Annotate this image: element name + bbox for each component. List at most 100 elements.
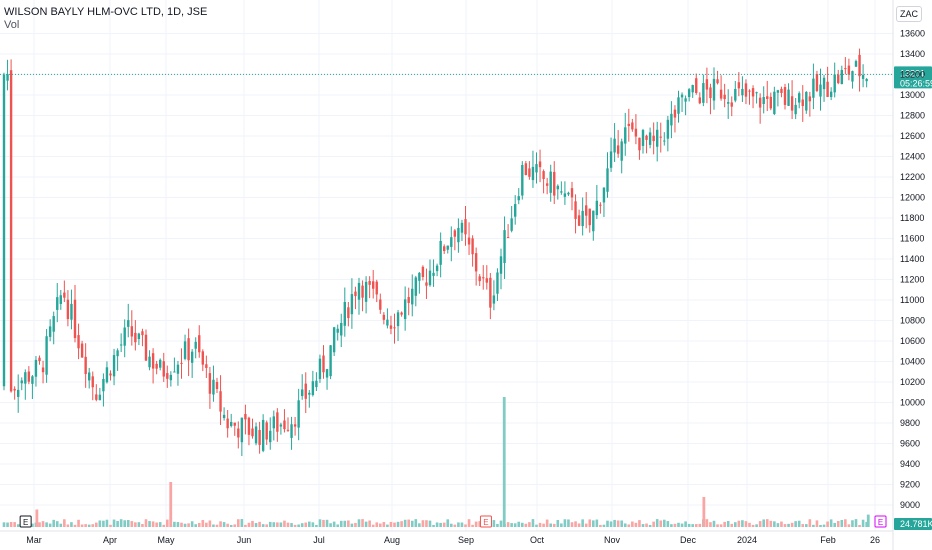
volume-bar	[648, 524, 652, 527]
volume-bar	[634, 522, 638, 527]
volume-bar	[535, 524, 538, 527]
volume-bar	[290, 523, 293, 527]
volume-bar	[524, 523, 528, 527]
volume-bar	[826, 521, 829, 527]
candle-body	[286, 429, 290, 431]
candle-body	[492, 295, 496, 304]
volume-bar	[467, 519, 471, 527]
volume-bar	[329, 523, 332, 527]
candle-body	[453, 230, 457, 237]
volume-bar	[549, 523, 552, 527]
time-tick-label: Jun	[237, 535, 252, 545]
volume-bar	[609, 521, 613, 527]
volume-bar	[364, 521, 368, 527]
candle-body	[435, 265, 439, 272]
candle-body	[368, 280, 371, 285]
candle-body	[670, 113, 673, 126]
candle-body	[432, 272, 435, 276]
candle-body	[230, 421, 233, 426]
candle-body	[194, 341, 197, 349]
earnings-marker-label: E	[23, 518, 28, 527]
volume-bar	[276, 522, 279, 527]
volume-bar	[450, 523, 453, 527]
earnings-marker-label: E	[483, 518, 488, 527]
volume-bar	[641, 524, 645, 527]
symbol-title[interactable]: WILSON BAYLY HLM-OVC LTD, 1D, JSE	[4, 6, 208, 18]
currency-button[interactable]: ZAC	[896, 6, 922, 22]
volume-bar	[258, 521, 261, 527]
candle-body	[350, 294, 354, 315]
volume-indicator-label[interactable]: Vol	[4, 19, 20, 31]
volume-bar	[87, 524, 91, 527]
volume-bar	[55, 521, 59, 527]
candle-body	[648, 132, 652, 145]
volume-bar	[410, 520, 414, 527]
volume-bar	[332, 521, 336, 527]
candle-body	[173, 371, 176, 373]
candle-body	[851, 71, 854, 82]
earnings-marker-icon	[874, 515, 887, 528]
candle-body	[663, 140, 666, 142]
price-tick-label: 13200	[900, 70, 925, 80]
candle-body	[837, 74, 840, 84]
candle-body	[474, 253, 478, 272]
last-price-value: 13201	[900, 68, 925, 78]
candle-body	[840, 69, 843, 85]
candle-body	[201, 351, 204, 365]
volume-bar	[499, 520, 503, 527]
price-tick-label: 11200	[900, 275, 924, 285]
time-tick-label: Mar	[26, 535, 42, 545]
volume-bar	[492, 520, 496, 527]
volume-bar	[95, 522, 98, 527]
candle-body	[20, 380, 23, 384]
candle-body	[624, 127, 627, 144]
candle-body	[684, 98, 687, 102]
candle-body	[549, 171, 552, 193]
candle-body	[865, 79, 868, 82]
candle-body	[407, 297, 410, 303]
volume-bar	[680, 523, 684, 527]
candle-body	[322, 355, 325, 373]
candle-body	[439, 240, 442, 265]
candle-body	[794, 104, 797, 115]
candle-body	[443, 246, 446, 252]
candle-body	[372, 281, 375, 289]
candle-body	[741, 88, 744, 96]
volume-bar	[379, 523, 382, 527]
candle-body	[400, 312, 403, 315]
candle-body	[751, 88, 755, 97]
candle-body	[769, 96, 772, 109]
candle-body	[190, 351, 194, 363]
price-tick-label: 10800	[900, 316, 925, 326]
candle-body	[17, 389, 20, 397]
candle-body	[329, 345, 332, 377]
candle-body	[528, 168, 531, 177]
candle-body	[695, 78, 698, 94]
volume-bar	[272, 522, 276, 527]
candle-body	[364, 281, 368, 302]
candle-body	[354, 291, 357, 297]
candle-body	[269, 430, 272, 443]
volume-bar	[343, 520, 347, 527]
candle-body	[95, 394, 98, 400]
volume-bar	[844, 519, 847, 527]
candle-body	[730, 102, 733, 107]
volume-bar	[694, 524, 698, 527]
volume-bar	[318, 519, 322, 527]
candle-body	[102, 378, 105, 392]
volume-bar	[723, 521, 726, 527]
candle-body	[691, 85, 694, 93]
volume-bar	[205, 522, 208, 527]
candle-body	[293, 424, 297, 427]
volume-bar	[134, 522, 137, 527]
candle-body	[403, 299, 407, 320]
candle-body	[861, 74, 865, 79]
price-tick-label: 9200	[900, 480, 920, 490]
volume-bar	[577, 523, 581, 527]
candle-body	[105, 367, 109, 383]
candle-body	[393, 327, 396, 329]
volume-bar	[592, 520, 595, 527]
volume-bar	[251, 520, 254, 527]
candle-body	[119, 344, 123, 346]
